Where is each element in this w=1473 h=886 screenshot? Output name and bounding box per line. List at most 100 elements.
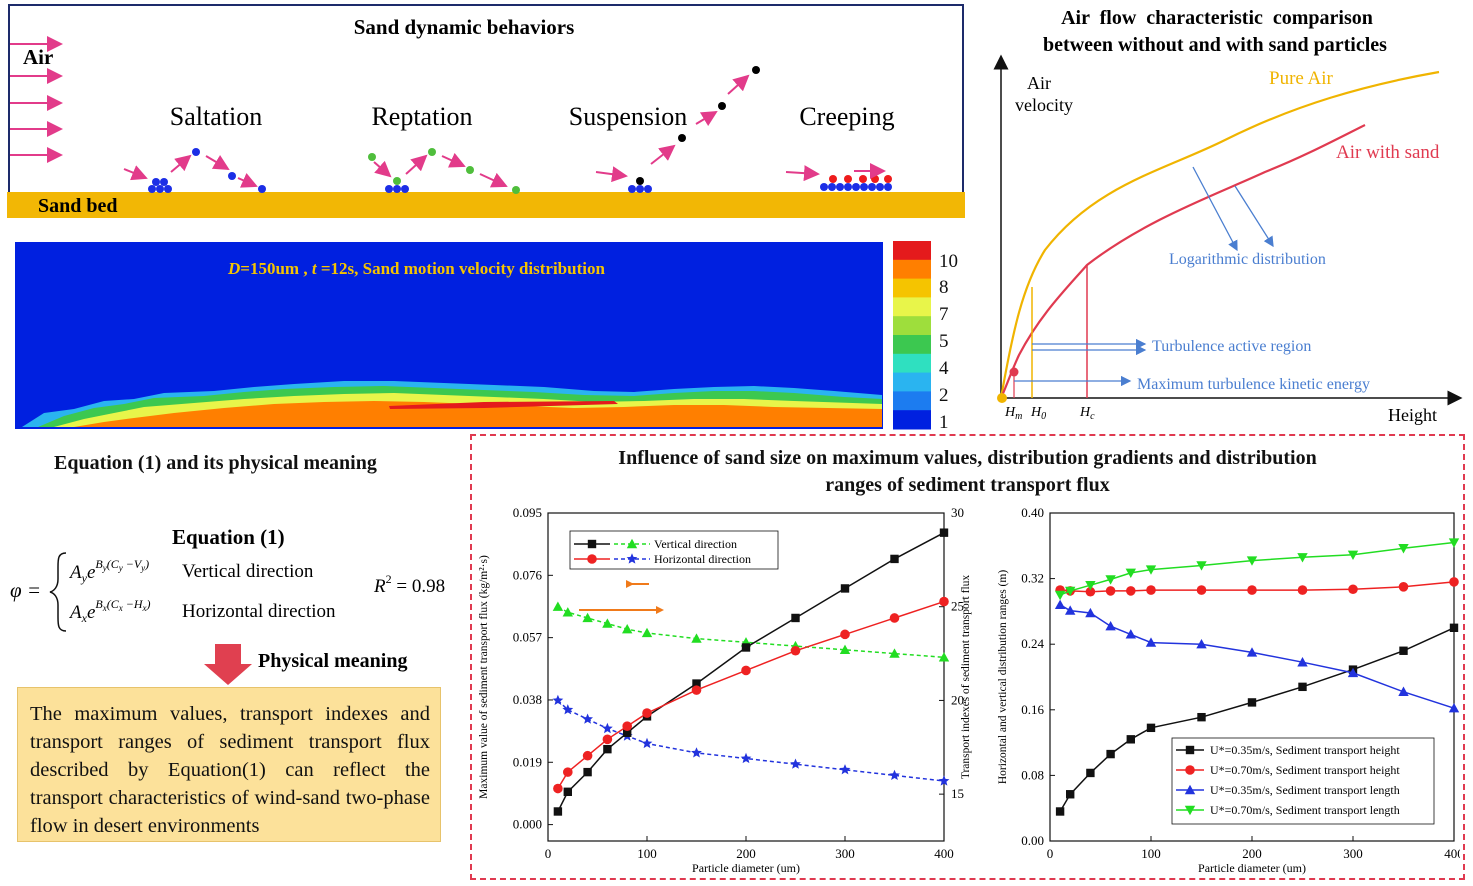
data-point-marker (641, 737, 653, 749)
data-point-marker (791, 613, 800, 623)
behavior-label-reptation: Reptation (371, 102, 472, 131)
colorbar-segment (893, 335, 931, 355)
data-point-marker (1247, 585, 1257, 595)
x-tick-label: 400 (1444, 846, 1460, 861)
data-point-marker (740, 752, 752, 764)
data-point-marker (889, 769, 900, 780)
data-point-marker (1054, 599, 1066, 610)
data-point-marker (1449, 623, 1459, 632)
data-point-marker (1448, 538, 1460, 548)
data-point-marker (1145, 637, 1157, 647)
orange-arrows (579, 580, 664, 614)
legend-label: U*=0.70m/s, Sediment transport length (1210, 803, 1400, 817)
tick-hm: Hm (1004, 405, 1022, 422)
reptation-illustration (368, 148, 520, 194)
legend-box (1171, 737, 1435, 825)
data-point-marker (1145, 565, 1157, 575)
data-point-marker (602, 734, 613, 745)
sand-bed-label: Sand bed (38, 195, 118, 217)
x-tick-label: 0 (1047, 846, 1054, 861)
colorbar-segment (893, 278, 931, 298)
caption-t: t (312, 259, 318, 278)
colorbar-tick-10: 10 (939, 251, 958, 272)
y-axis-label: Horizontal and vertical distribution ran… (997, 570, 1009, 784)
hm-marker (1009, 367, 1019, 377)
equation-brace (49, 552, 67, 632)
data-point-marker (626, 538, 638, 549)
data-point-marker (553, 783, 563, 794)
data-point-marker (1105, 575, 1116, 585)
turbulence-region-label: Turbulence active region (1152, 338, 1311, 355)
data-point-marker (641, 627, 653, 638)
equation-row2: AxeBx(Cx −Hx) (68, 597, 150, 625)
r-squared: R2 = 0.98 (373, 572, 445, 597)
air-with-sand-label: Air with sand (1336, 142, 1440, 163)
colorbar-tick-4: 4 (939, 358, 949, 379)
suspension-illustration (595, 66, 760, 193)
legend-box (569, 530, 779, 570)
colorbar-segment (893, 259, 931, 280)
data-point-marker (582, 750, 593, 761)
series-line (557, 606, 945, 659)
equation-panel-title: Equation (1) and its physical meaning (54, 452, 377, 474)
data-point-marker (1085, 580, 1096, 591)
pure-air-label: Pure Air (1269, 68, 1334, 89)
y2-axis-label: Transport indexes of sediment transport … (960, 575, 972, 780)
data-point-marker (562, 704, 574, 715)
data-point-marker (1184, 784, 1196, 795)
airflow-y-label-1: Air (1027, 73, 1051, 93)
data-point-marker (938, 775, 950, 786)
behavior-label-saltation: Saltation (170, 102, 262, 131)
y-tick-label: 0.08 (1021, 767, 1044, 782)
data-point-marker (1399, 646, 1408, 655)
equation-row1-label: Vertical direction (182, 561, 314, 582)
data-point-marker (1105, 586, 1116, 596)
y-tick-label: 0.038 (513, 692, 542, 707)
data-point-marker (889, 613, 900, 623)
data-point-marker (889, 648, 900, 658)
data-point-marker (1449, 577, 1459, 587)
saltation-illustration (123, 148, 266, 193)
data-point-marker (691, 685, 702, 695)
airflow-title-line2: between without and with sand particles (1043, 34, 1387, 56)
data-point-marker (1126, 735, 1135, 744)
colorbar-segment (893, 372, 931, 392)
data-point-marker (1297, 585, 1308, 595)
equation-name: Equation (1) (172, 525, 285, 549)
data-point-marker (1297, 657, 1308, 667)
data-point-marker (642, 708, 652, 718)
series-horizontal-direction (552, 694, 950, 786)
sand-panel-title: Sand dynamic behaviors (354, 15, 575, 39)
data-point-marker (840, 629, 850, 640)
data-point-marker (1146, 723, 1156, 733)
creeping-illustration (785, 163, 892, 191)
series-line (557, 600, 945, 789)
data-point-marker (939, 528, 949, 537)
caption-part2: =12s, Sand motion velocity distribution (317, 259, 606, 278)
physical-meaning-box: The maximum values, transport indexes an… (17, 687, 441, 842)
legend-label: U*=0.35m/s, Sediment transport height (1210, 743, 1400, 757)
chart-distribution-ranges: 0 100 200 300 400 0.00 0.08 0.16 0.24 0.32 0.40 Par… (997, 505, 1460, 875)
data-point-marker (1196, 561, 1207, 571)
x-tick-label: 100 (637, 846, 657, 861)
data-point-marker (1065, 605, 1076, 615)
pure-air-curve (999, 70, 1440, 399)
data-point-marker (741, 665, 751, 676)
data-point-marker (1448, 702, 1460, 713)
x-tick-label: 0 (545, 846, 552, 861)
x-tick-label: 300 (835, 846, 855, 861)
series-line (1059, 541, 1455, 596)
data-point-marker (1086, 768, 1095, 778)
data-point-marker (1106, 749, 1115, 759)
data-point-marker (1054, 590, 1066, 601)
data-point-marker (602, 618, 613, 628)
colorbar-segment (893, 353, 931, 374)
x-tick-label: 300 (1343, 846, 1363, 861)
data-point-marker (582, 612, 593, 623)
behavior-label-suspension: Suspension (569, 102, 687, 131)
series-cee2222 (553, 596, 949, 794)
data-point-marker (790, 645, 801, 656)
legend-label: U*=0.35m/s, Sediment transport length (1210, 783, 1400, 797)
y-tick-label: 0.057 (513, 630, 543, 645)
series-line (557, 532, 945, 812)
